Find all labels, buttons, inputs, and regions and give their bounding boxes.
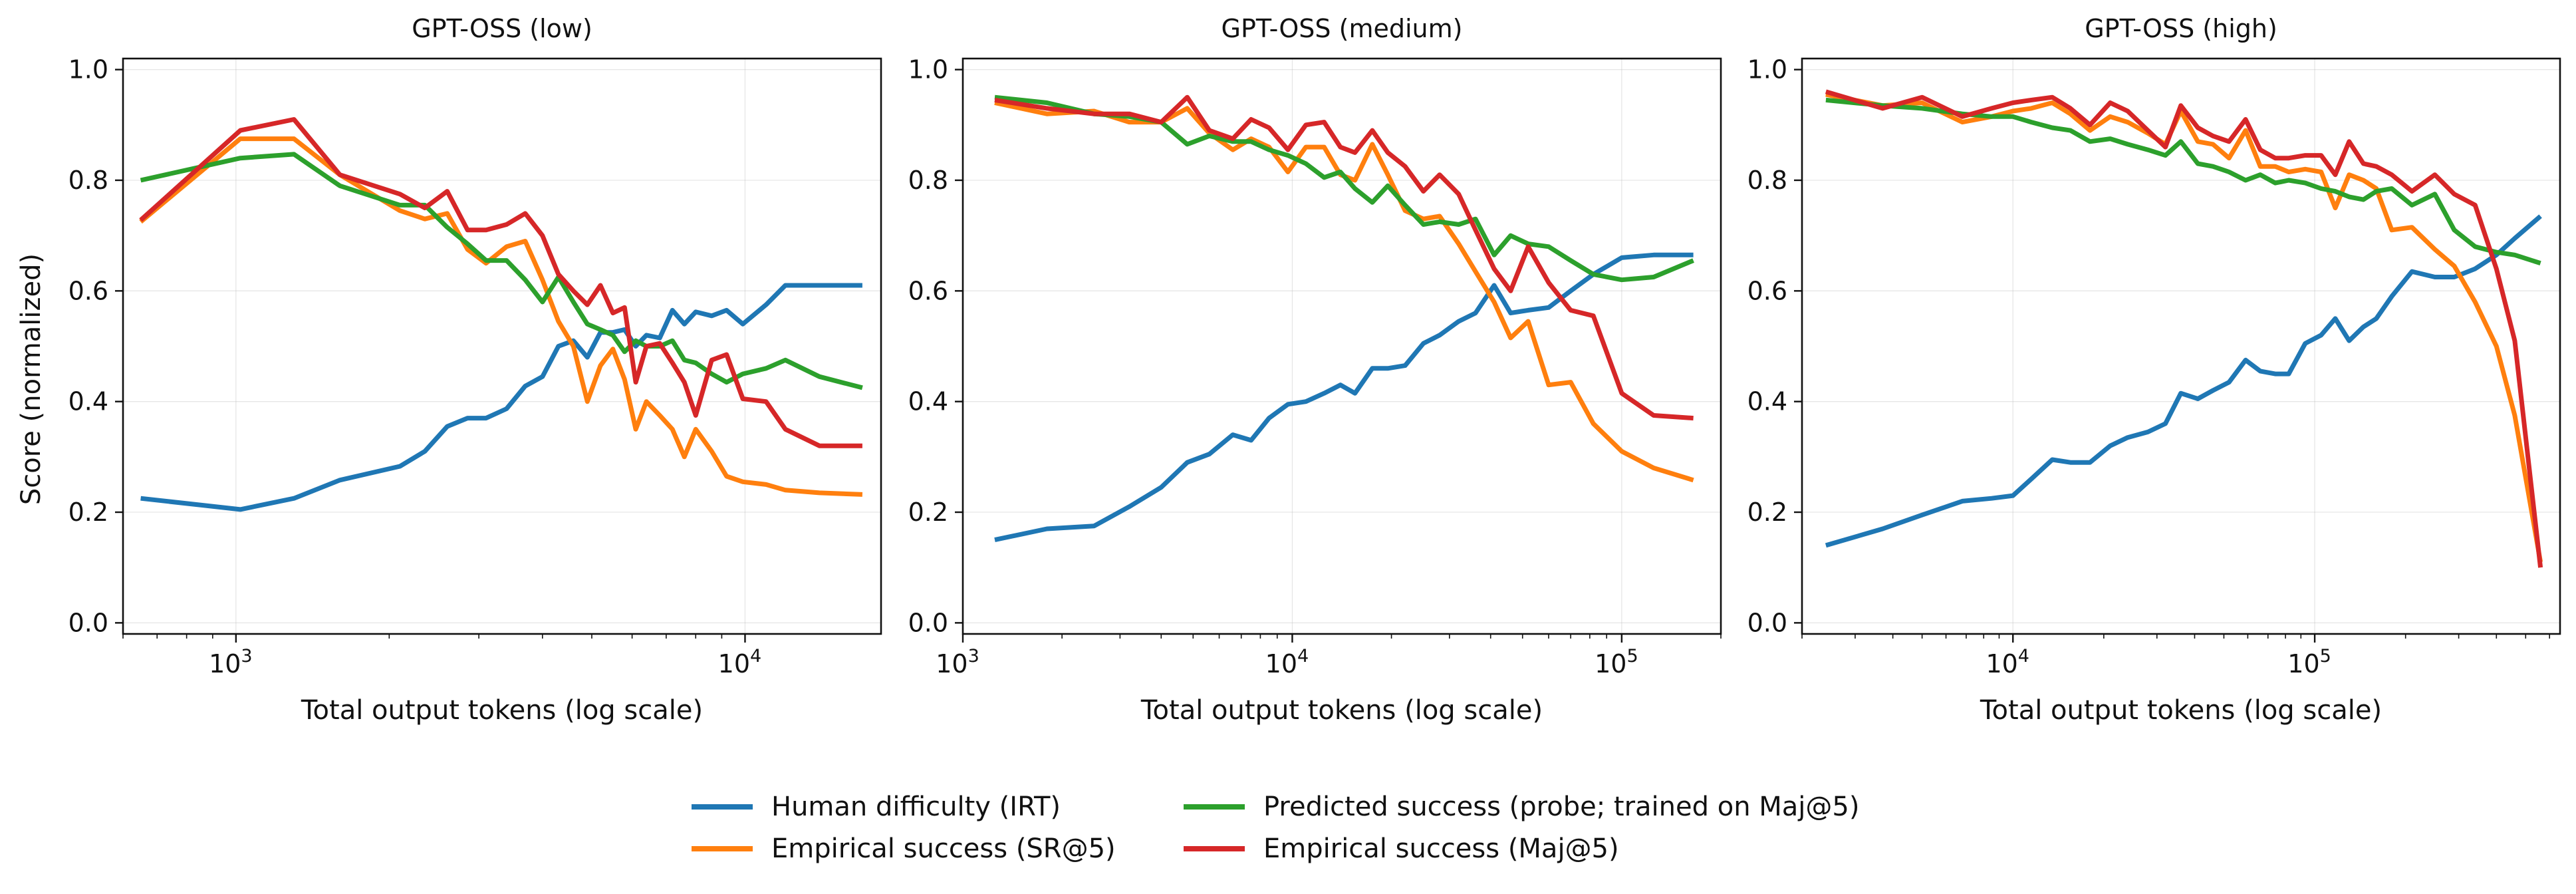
y-tick-label: 0.6 — [68, 276, 108, 305]
series-line-human-difficulty-irt — [140, 283, 862, 512]
y-tick-label: 0.6 — [1747, 276, 1787, 305]
y-tick-label: 0.4 — [908, 387, 948, 416]
x-tick-label: 104 — [1265, 646, 1309, 678]
x-tick-label-exponent: 4 — [750, 646, 761, 667]
y-tick-label: 1.0 — [908, 55, 948, 84]
legend-label-human-difficulty: Human difficulty (IRT) — [771, 792, 1061, 822]
series-line-empirical-success-sr-5 — [139, 136, 863, 497]
series-line-empirical-success-sr-5 — [1825, 92, 2543, 563]
panel-title: GPT-OSS (low) — [412, 14, 592, 43]
x-tick-label-exponent: 4 — [1297, 646, 1309, 667]
series-line-human-difficulty-irt — [1825, 214, 2542, 548]
plot-frame — [962, 57, 1722, 635]
x-tick-label: 104 — [718, 646, 762, 678]
y-tick-label: 0.8 — [908, 166, 948, 195]
x-axis-label: Total output tokens (log scale) — [1140, 695, 1543, 726]
y-tick-label: 0.0 — [68, 608, 108, 637]
y-tick-label: 0.8 — [68, 166, 108, 195]
legend-label-empirical-sr5: Empirical success (SR@5) — [771, 833, 1116, 864]
x-tick-label-base: 10 — [1986, 649, 2017, 678]
x-tick-label-base: 10 — [718, 649, 750, 678]
series-group — [1825, 89, 2543, 568]
series-line-empirical-success-maj-5 — [1825, 89, 2543, 568]
plot-frame — [1801, 57, 2561, 635]
panel-title: GPT-OSS (medium) — [1222, 14, 1463, 43]
x-tick-label: 105 — [1595, 646, 1638, 678]
y-tick-label: 1.0 — [1747, 55, 1787, 84]
y-tick-label: 0.4 — [1747, 387, 1787, 416]
x-tick-label-base: 10 — [1265, 649, 1297, 678]
plot-frame — [122, 57, 882, 635]
x-axis-label: Total output tokens (log scale) — [301, 695, 703, 726]
y-tick-label: 0.2 — [1747, 498, 1787, 527]
series-line-empirical-success-maj-5 — [139, 117, 862, 448]
y-tick-label: 0.2 — [68, 498, 108, 527]
series-line-predicted-success-probe-trained-on-maj-5 — [994, 94, 1694, 283]
x-tick-label-exponent: 5 — [2320, 646, 2331, 667]
x-tick-label: 104 — [1986, 646, 2029, 678]
panel-title: GPT-OSS (high) — [2085, 14, 2277, 43]
x-tick-label-exponent: 3 — [968, 646, 979, 667]
x-tick-label-base: 10 — [209, 649, 241, 678]
x-tick-label: 103 — [936, 646, 979, 678]
y-tick-label: 0.0 — [908, 608, 948, 637]
y-tick-label: 0.0 — [1747, 608, 1787, 637]
series-group — [994, 94, 1694, 543]
y-tick-label: 0.2 — [908, 498, 948, 527]
x-tick-label-base: 10 — [936, 649, 967, 678]
y-tick-label: 0.6 — [908, 276, 948, 305]
y-tick-label: 0.8 — [1747, 166, 1787, 195]
x-tick-label-exponent: 5 — [1626, 646, 1638, 667]
series-line-empirical-success-maj-5 — [994, 94, 1694, 421]
legend-label-predicted-success: Predicted success (probe; trained on Maj… — [1263, 792, 1859, 822]
series-line-empirical-success-sr-5 — [994, 100, 1694, 483]
x-tick-label: 103 — [209, 646, 253, 678]
y-tick-label: 1.0 — [68, 55, 108, 84]
x-axis-label: Total output tokens (log scale) — [1980, 695, 2382, 726]
y-tick-label: 0.4 — [68, 387, 108, 416]
x-tick-label-base: 10 — [2287, 649, 2319, 678]
x-tick-label-base: 10 — [1595, 649, 1626, 678]
y-axis-label: Score (normalized) — [16, 253, 47, 505]
x-tick-label: 105 — [2287, 646, 2331, 678]
series-line-predicted-success-probe-trained-on-maj-5 — [1825, 97, 2541, 266]
x-tick-label-exponent: 4 — [2018, 646, 2029, 667]
x-tick-label-exponent: 3 — [241, 646, 252, 667]
legend: Human difficulty (IRT) Empirical success… — [692, 792, 1859, 864]
series-line-human-difficulty-irt — [994, 252, 1694, 543]
series-group — [139, 117, 863, 512]
legend-label-empirical-maj5: Empirical success (Maj@5) — [1263, 833, 1619, 864]
